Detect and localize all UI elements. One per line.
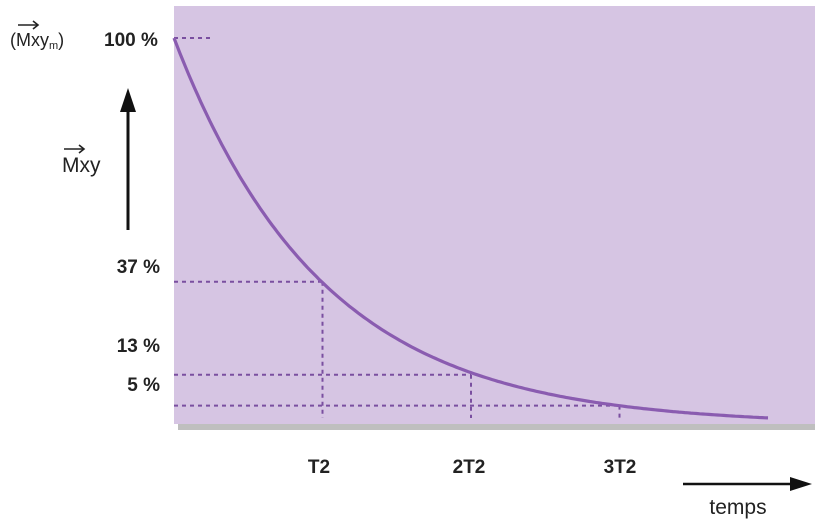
x-axis-label: temps bbox=[709, 496, 766, 519]
x-axis-arrow bbox=[683, 477, 812, 491]
y-max-value-label: 100 % bbox=[104, 30, 158, 51]
y-axis-arrow bbox=[120, 88, 136, 230]
plot-area bbox=[174, 6, 815, 424]
mxym-vector-arrowhead bbox=[32, 20, 40, 30]
x-tick-label: 2T2 bbox=[453, 457, 486, 478]
y-axis-label-group: Mxy bbox=[62, 144, 101, 177]
x-tick-label: T2 bbox=[308, 457, 330, 478]
y-tick-label: 13 % bbox=[117, 336, 160, 357]
x-tick-labels: T2 2T2 3T2 bbox=[308, 457, 636, 478]
x-tick-label: 3T2 bbox=[604, 457, 637, 478]
y-max-label: (Mxym) 100 % bbox=[10, 20, 158, 52]
mxym-label: (Mxym) bbox=[10, 30, 64, 52]
y-axis-label: Mxy bbox=[62, 154, 101, 177]
mxy-vector-arrowhead bbox=[78, 144, 86, 154]
y-tick-label: 37 % bbox=[117, 257, 160, 278]
y-tick-labels: 37 % 13 % 5 % bbox=[117, 257, 160, 396]
y-tick-label: 5 % bbox=[127, 375, 160, 396]
decay-curve bbox=[172, 37, 769, 420]
guide-lines bbox=[174, 37, 621, 418]
